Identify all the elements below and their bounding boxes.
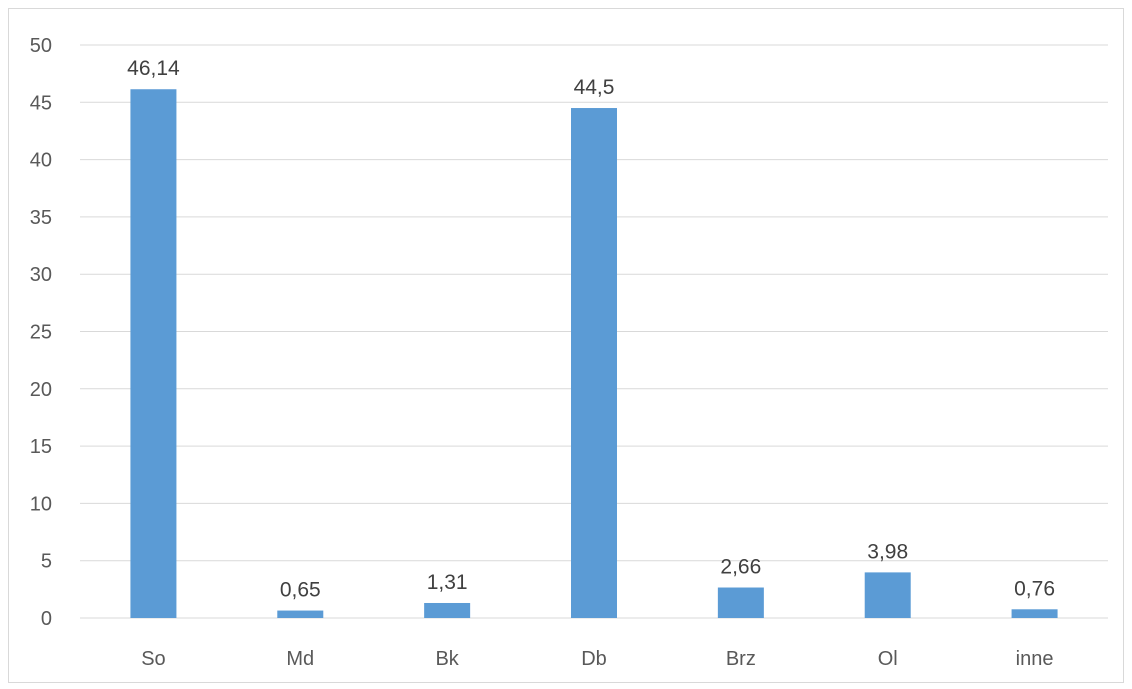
y-tick-label: 45 <box>30 92 52 114</box>
x-tick-label: Brz <box>726 648 756 670</box>
y-tick-label: 25 <box>30 322 52 344</box>
y-tick-label: 5 <box>41 551 52 573</box>
data-label: 46,14 <box>127 57 180 80</box>
data-label: 3,98 <box>867 540 908 563</box>
y-tick-label: 10 <box>30 493 52 515</box>
y-tick-label: 30 <box>30 264 52 286</box>
x-tick-label: So <box>141 648 165 670</box>
x-tick-label: Bk <box>435 648 459 670</box>
y-tick-label: 15 <box>30 436 52 458</box>
data-label: 2,66 <box>720 556 761 579</box>
data-label: 0,76 <box>1014 577 1055 600</box>
y-axis-ticks: 0 5 10 15 20 25 30 35 40 45 50 <box>30 35 52 630</box>
bars <box>130 89 1058 619</box>
data-label: 1,31 <box>427 571 468 594</box>
chart-frame <box>8 8 1124 683</box>
bar-so <box>130 89 177 619</box>
x-tick-label: inne <box>1016 648 1054 670</box>
bar-db <box>571 108 617 618</box>
y-tick-label: 20 <box>30 379 52 401</box>
x-tick-label: Ol <box>878 648 898 670</box>
bar-inne <box>1011 609 1058 618</box>
x-tick-label: Db <box>581 648 607 670</box>
bar-md <box>277 610 324 618</box>
bar-brz <box>717 587 764 618</box>
y-tick-label: 40 <box>30 150 52 172</box>
data-labels: 46,14 0,65 1,31 44,5 2,66 3,98 0,76 <box>127 57 1055 601</box>
y-tick-label: 50 <box>30 35 52 57</box>
bar-bk <box>424 602 471 618</box>
x-tick-label: Md <box>286 648 314 670</box>
data-label: 0,65 <box>280 579 321 602</box>
data-label: 44,5 <box>574 76 615 99</box>
bar-ol <box>864 572 911 618</box>
x-axis-ticks: So Md Bk Db Brz Ol inne <box>141 648 1053 670</box>
y-tick-label: 0 <box>41 608 52 630</box>
y-tick-label: 35 <box>30 207 52 229</box>
